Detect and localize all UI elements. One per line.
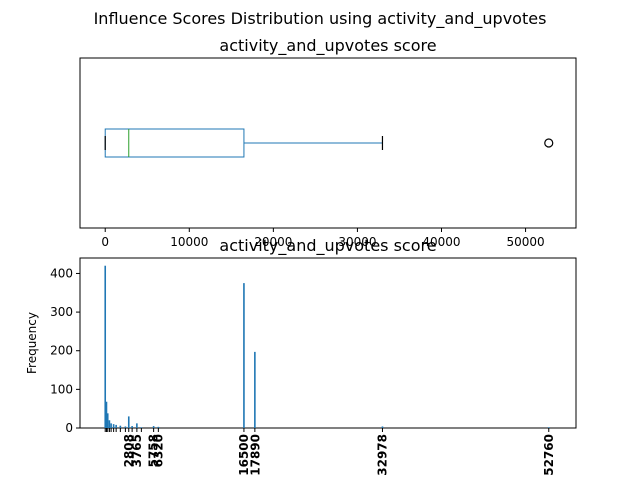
histogram-bar xyxy=(152,426,155,428)
histogram-x-tick-label: 52760 xyxy=(542,434,556,476)
histogram-y-tick-label: 0 xyxy=(65,421,73,435)
boxplot-panel: activity_and_upvotes score 0 10000 20000 30… xyxy=(79,36,577,249)
histogram-x-tick-label: 5758 xyxy=(147,434,161,467)
histogram-x-tick-label: 16500 xyxy=(237,434,251,476)
histogram-bar xyxy=(104,265,107,428)
histogram-bar xyxy=(136,423,138,428)
histogram-bars xyxy=(104,265,550,428)
histogram-panel: activity_and_upvotes score Frequency 0 10… xyxy=(25,236,577,476)
histogram-x-tick-label: 32978 xyxy=(375,434,389,476)
boxplot-x-tick-label: 30000 xyxy=(338,235,376,249)
histogram-bar xyxy=(140,427,143,428)
boxplot-x-tick-label: 40000 xyxy=(422,235,460,249)
histogram-y-tick-label: 400 xyxy=(50,266,73,280)
histogram-axes-frame xyxy=(79,257,577,429)
histogram-title: activity_and_upvotes score xyxy=(219,236,436,256)
histogram-bar xyxy=(105,401,108,428)
histogram-x-tick-label: 6320 xyxy=(151,434,165,467)
boxplot-box xyxy=(104,128,245,158)
boxplot-x-tick-label: 20000 xyxy=(254,235,292,249)
histogram-bar xyxy=(157,426,160,428)
histogram-bar xyxy=(254,351,256,428)
boxplot-x-tick-label: 50000 xyxy=(506,235,544,249)
histogram-bar xyxy=(115,424,117,428)
histogram-bar xyxy=(243,283,245,428)
histogram-bar xyxy=(381,426,384,428)
histogram-y-tick-label: 100 xyxy=(50,382,73,396)
histogram-bar xyxy=(127,416,130,428)
histogram-x-tick-label: 2808 xyxy=(122,434,136,467)
boxplot-x-ticks: 0 10000 20000 30000 40000 50000 xyxy=(101,228,545,249)
histogram-bar xyxy=(112,424,115,428)
boxplot-shapes xyxy=(104,128,554,158)
boxplot-title: activity_and_upvotes score xyxy=(219,36,436,56)
boxplot-outlier xyxy=(544,138,554,148)
histogram-x-tick-label: 17890 xyxy=(249,434,263,476)
figure-suptitle: Influence Scores Distribution using acti… xyxy=(94,9,547,29)
boxplot-x-tick-label: 0 xyxy=(101,235,109,249)
histogram-bar xyxy=(119,425,122,428)
histogram-bar xyxy=(106,413,109,428)
histogram-bar xyxy=(131,426,133,428)
histogram-bar xyxy=(110,423,112,428)
boxplot-axes-frame xyxy=(79,57,577,229)
boxplot-x-tick-label: 10000 xyxy=(170,235,208,249)
histogram-y-ticks: 0 100 200 300 400 xyxy=(50,266,80,435)
histogram-x-tick-label: 3765 xyxy=(130,434,144,467)
histogram-bar xyxy=(108,420,111,428)
histogram-y-tick-label: 200 xyxy=(50,344,73,358)
histogram-ylabel: Frequency xyxy=(25,312,39,374)
histogram-bar xyxy=(124,426,127,428)
histogram-y-tick-label: 300 xyxy=(50,305,73,319)
histogram-bar xyxy=(547,427,550,428)
